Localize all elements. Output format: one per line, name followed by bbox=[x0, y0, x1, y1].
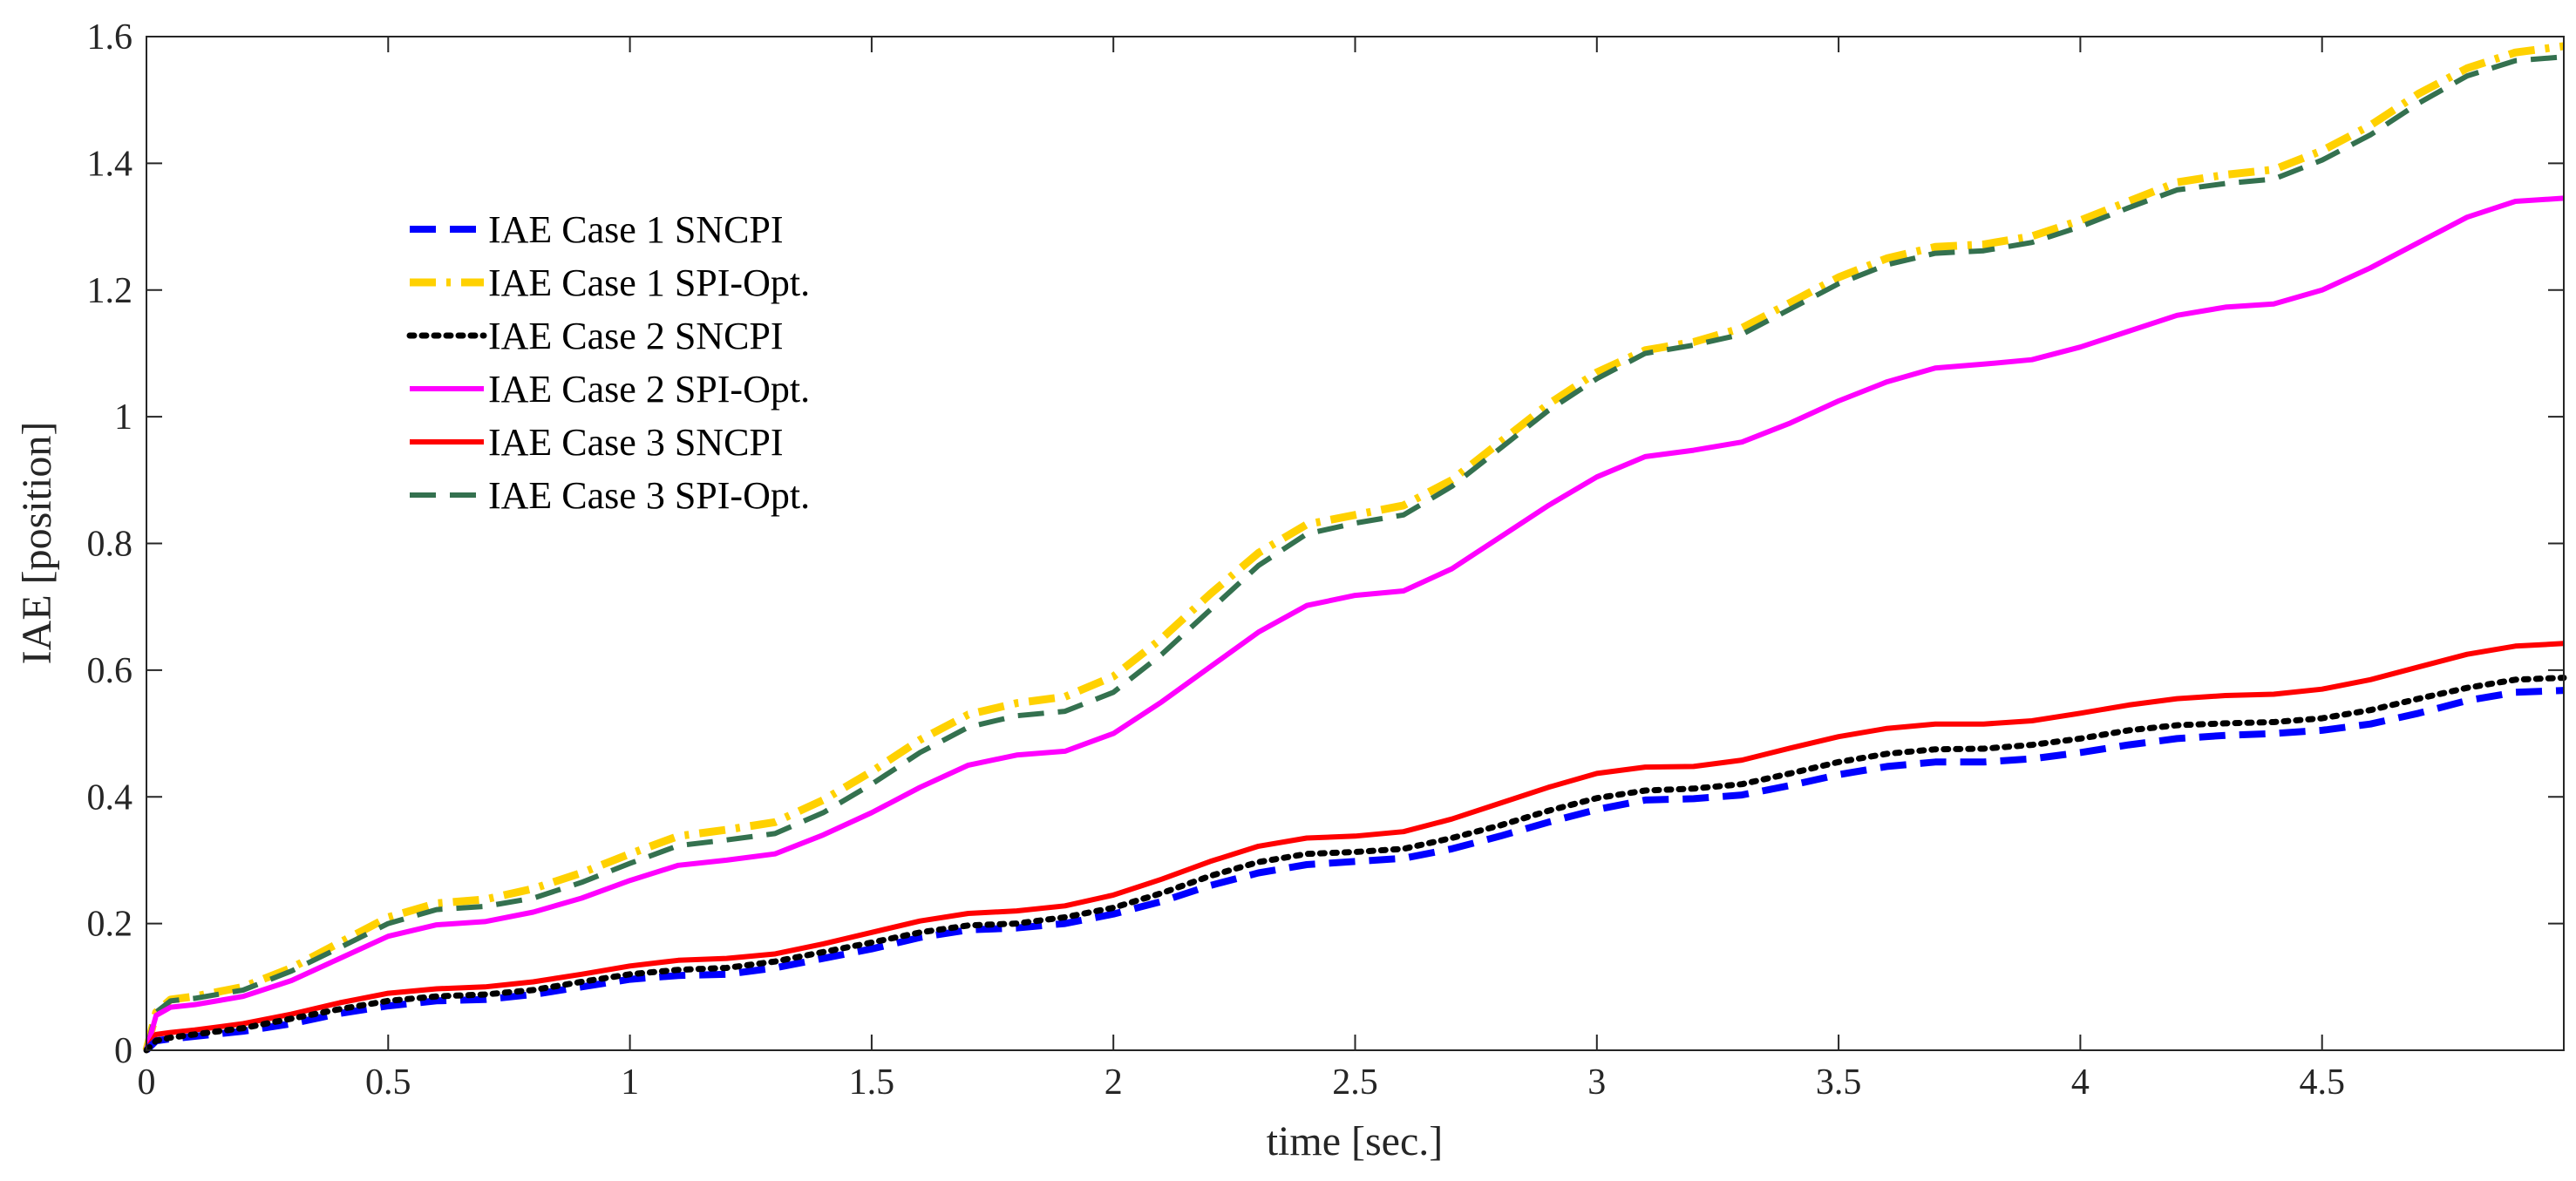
y-tick-label: 0.4 bbox=[87, 777, 133, 818]
y-tick-label: 1.2 bbox=[87, 271, 133, 311]
x-tick-label: 2.5 bbox=[1332, 1062, 1378, 1103]
series-line-4 bbox=[144, 195, 2565, 1051]
y-tick-label: 0.2 bbox=[87, 905, 133, 945]
y-tick-label: 1 bbox=[114, 397, 133, 438]
series-line-1 bbox=[144, 687, 2565, 1053]
legend-label-1: IAE Case 1 SNCPI bbox=[488, 208, 784, 251]
x-tick-label: 3 bbox=[1587, 1062, 1606, 1103]
y-tick-label: 1.4 bbox=[87, 144, 133, 184]
x-tick-label: 1.5 bbox=[849, 1062, 895, 1103]
legend-label-4: IAE Case 2 SPI-Opt. bbox=[488, 368, 810, 411]
plot-area bbox=[146, 37, 2564, 1050]
x-tick-label: 1 bbox=[621, 1062, 639, 1103]
series-line-3 bbox=[143, 675, 2567, 1054]
y-tick-label: 0.8 bbox=[87, 525, 133, 565]
y-axis-label: IAE [position] bbox=[14, 422, 60, 665]
y-tick-label: 1.6 bbox=[87, 17, 133, 58]
x-tick-label: 0 bbox=[138, 1062, 156, 1103]
x-tick-label: 3.5 bbox=[1816, 1062, 1862, 1103]
x-tick-label: 4.5 bbox=[2299, 1062, 2345, 1103]
series-line-2 bbox=[142, 42, 2565, 1052]
y-tick-label: 0 bbox=[114, 1031, 133, 1071]
x-tick-label: 2 bbox=[1104, 1062, 1123, 1103]
legend-label-5: IAE Case 3 SNCPI bbox=[488, 421, 784, 464]
series-line-5 bbox=[144, 641, 2565, 1052]
tick-layer: 0 0.5 1 1.5 2 2.5 3 3.5 4 4.5 0 0.2 0.4 0.6 0.8 1 1.2 1.4… bbox=[87, 17, 2564, 1103]
legend: IAE Case 1 SNCPI IAE Case 1 SPI-Opt. IAE C… bbox=[406, 208, 810, 517]
y-tick-label: 0.6 bbox=[87, 651, 133, 691]
legend-label-6: IAE Case 3 SPI-Opt. bbox=[488, 474, 810, 517]
legend-label-2: IAE Case 1 SPI-Opt. bbox=[488, 261, 810, 304]
x-tick-label: 4 bbox=[2071, 1062, 2090, 1103]
x-axis-label: time [sec.] bbox=[1267, 1118, 1444, 1164]
series-layer bbox=[142, 42, 2567, 1054]
x-tick-label: 0.5 bbox=[365, 1062, 411, 1103]
legend-label-3: IAE Case 2 SNCPI bbox=[488, 315, 784, 357]
series-line-6 bbox=[144, 54, 2565, 1051]
